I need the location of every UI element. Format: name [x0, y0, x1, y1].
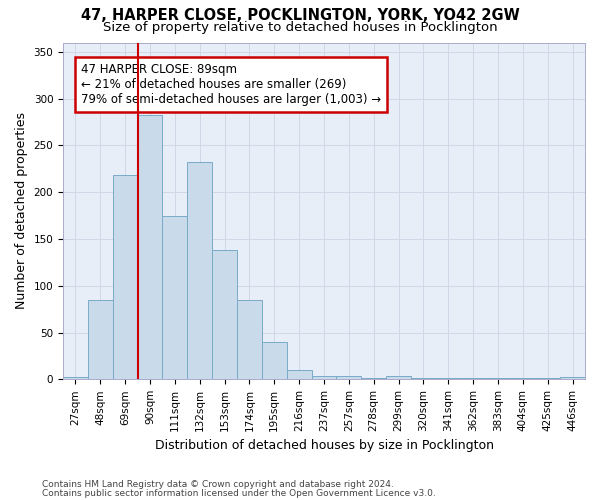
Bar	[361, 378, 386, 380]
Bar	[63, 376, 88, 380]
Bar	[311, 376, 337, 380]
Bar	[411, 378, 436, 380]
Text: Contains HM Land Registry data © Crown copyright and database right 2024.: Contains HM Land Registry data © Crown c…	[42, 480, 394, 489]
Bar	[461, 378, 485, 380]
Text: Contains public sector information licensed under the Open Government Licence v3: Contains public sector information licen…	[42, 488, 436, 498]
Text: Size of property relative to detached houses in Pocklington: Size of property relative to detached ho…	[103, 22, 497, 35]
Bar	[212, 250, 237, 380]
Text: 47 HARPER CLOSE: 89sqm
← 21% of detached houses are smaller (269)
79% of semi-de: 47 HARPER CLOSE: 89sqm ← 21% of detached…	[81, 63, 381, 106]
Bar	[535, 378, 560, 380]
Y-axis label: Number of detached properties: Number of detached properties	[15, 112, 28, 310]
Bar	[436, 378, 461, 380]
Bar	[485, 378, 511, 380]
Text: 47, HARPER CLOSE, POCKLINGTON, YORK, YO42 2GW: 47, HARPER CLOSE, POCKLINGTON, YORK, YO4…	[80, 8, 520, 22]
X-axis label: Distribution of detached houses by size in Pocklington: Distribution of detached houses by size …	[155, 440, 494, 452]
Bar	[337, 376, 361, 380]
Bar	[137, 114, 163, 380]
Bar	[237, 300, 262, 380]
Bar	[386, 376, 411, 380]
Bar	[88, 300, 113, 380]
Bar	[511, 378, 535, 380]
Bar	[113, 176, 137, 380]
Bar	[262, 342, 287, 380]
Bar	[163, 216, 187, 380]
Bar	[560, 378, 585, 380]
Bar	[187, 162, 212, 380]
Bar	[287, 370, 311, 380]
